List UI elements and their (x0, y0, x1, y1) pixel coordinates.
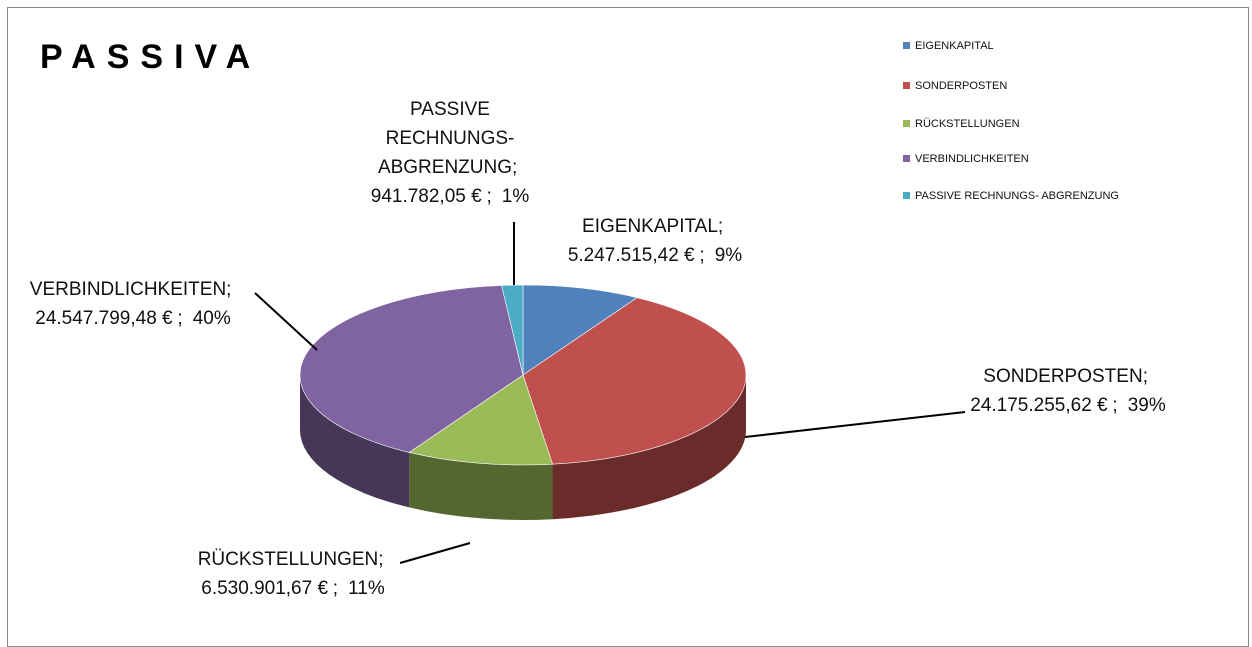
slice-side (300, 375, 410, 508)
label-category: SONDERPOSTEN (983, 366, 1143, 387)
data-label: SONDERPOSTEN; 24.175.255,62 €; 39% (968, 362, 1168, 420)
slice (501, 284, 524, 376)
label-value: 5.247.515,42 € (567, 245, 695, 266)
label-separator: ; (1112, 395, 1118, 416)
slice (408, 374, 553, 466)
legend-swatch (903, 120, 910, 127)
label-value: 941.782,05 € (370, 186, 482, 207)
slice (522, 297, 747, 465)
legend-swatch (903, 82, 910, 89)
label-category: VERBINDLICHKEITEN (29, 279, 227, 300)
legend-label: SONDERPOSTEN (915, 80, 1008, 92)
label-category: PASSIVE RECHNUNGS- ABGRENZUNG (377, 99, 515, 178)
legend-label: RÜCKSTELLUNGEN (915, 118, 1020, 130)
legend-label: PASSIVE RECHNUNGS- ABGRENZUNG (915, 190, 1119, 202)
label-separator: ; (512, 157, 518, 178)
label-category: RÜCKSTELLUNGEN (197, 549, 379, 570)
data-label: VERBINDLICHKEITEN; 24.547.799,48 €; 40% (13, 275, 253, 333)
leader-line (399, 542, 471, 564)
pie-plot (254, 222, 966, 564)
label-value: 6.530.901,67 € (201, 578, 329, 599)
label-percent: 1% (501, 186, 530, 207)
leader-line (744, 411, 966, 438)
label-percent: 40% (192, 308, 231, 329)
label-separator: ; (717, 216, 724, 237)
label-separator: ; (177, 308, 183, 329)
legend-item: PASSIVE RECHNUNGS- ABGRENZUNG (903, 190, 1119, 202)
legend-item: RÜCKSTELLUNGEN (903, 118, 1020, 130)
legend-item: EIGENKAPITAL (903, 40, 994, 52)
label-separator: ; (378, 549, 384, 570)
data-label: PASSIVE RECHNUNGS- ABGRENZUNG; 941.782,0… (365, 95, 535, 211)
slice (299, 285, 524, 453)
label-percent: 9% (714, 245, 743, 266)
data-label: RÜCKSTELLUNGEN; 6.530.901,67 €; 11% (163, 545, 423, 603)
label-separator: ; (332, 578, 339, 599)
label-percent: 39% (1127, 395, 1166, 416)
legend-item: VERBINDLICHKEITEN (903, 153, 1029, 165)
legend-swatch (903, 192, 910, 199)
label-value: 24.175.255,62 € (970, 395, 1108, 416)
leader-line (254, 292, 318, 351)
slice (522, 284, 638, 376)
label-separator: ; (486, 186, 492, 207)
label-separator: ; (1142, 366, 1148, 387)
label-percent: 11% (348, 578, 385, 599)
legend-label: EIGENKAPITAL (915, 40, 994, 52)
legend-label: VERBINDLICHKEITEN (915, 153, 1029, 165)
slice-side (552, 375, 746, 520)
label-value: 24.547.799,48 € (35, 308, 173, 329)
slice-side (409, 452, 553, 520)
data-label: EIGENKAPITAL; 5.247.515,42 €; 9% (545, 212, 765, 270)
label-category: EIGENKAPITAL (582, 216, 718, 237)
label-separator: ; (226, 279, 232, 300)
legend-item: SONDERPOSTEN (903, 80, 1007, 92)
chart: PASSIVA EIGENKAPITAL; 5.247.515,42 €; 9%… (7, 7, 1249, 647)
chart-title: PASSIVA (40, 38, 262, 76)
legend-swatch (903, 155, 910, 162)
label-separator: ; (699, 245, 705, 266)
legend-swatch (903, 42, 910, 49)
